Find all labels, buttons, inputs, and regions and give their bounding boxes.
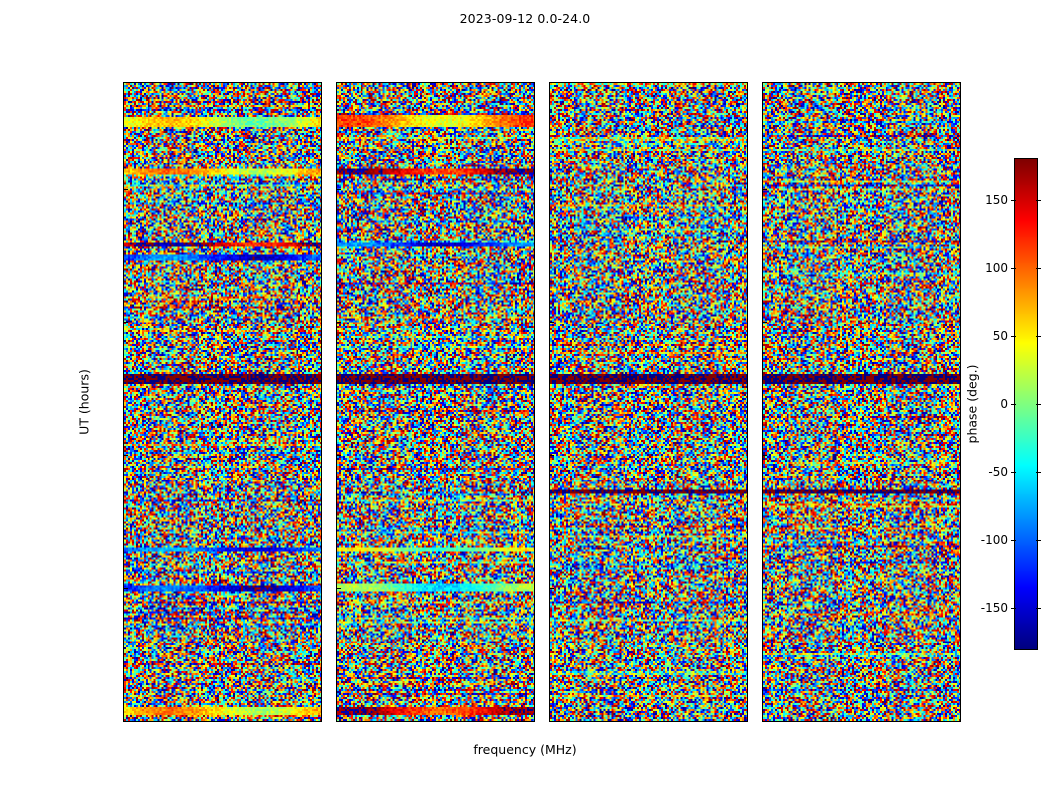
x-axis-label: frequency (MHz) xyxy=(473,742,577,757)
colorbar-tick-mark xyxy=(1011,335,1016,337)
colorbar-tick-label: 50 xyxy=(992,328,1008,343)
colorbar-tick-mark xyxy=(1036,472,1041,474)
y-axis-label: UT (hours) xyxy=(76,369,92,435)
y-tick-mark-inner xyxy=(337,322,341,324)
y-tick-mark xyxy=(336,721,337,722)
panel-yy[interactable]: YY, V0*V5=EA01*EA19 05101520320335350365… xyxy=(336,82,535,722)
colorbar-tick-mark xyxy=(1036,267,1041,269)
x-tick-mark xyxy=(223,721,224,722)
colorbar-tick-mark xyxy=(1011,199,1016,201)
heatmap-image-xx xyxy=(124,83,321,721)
x-tick-mark xyxy=(649,721,650,722)
x-tick-mark xyxy=(948,721,949,722)
colorbar-tick-mark xyxy=(1011,540,1016,542)
colorbar-tick-label: -100 xyxy=(980,533,1008,548)
y-tick-mark-inner xyxy=(763,322,767,324)
colorbar-label: phase (deg.) xyxy=(964,364,980,444)
colorbar-tick-label: 0 xyxy=(1000,397,1008,411)
y-tick-mark xyxy=(123,721,124,722)
colorbar[interactable]: 150 100 50 0 -50 -100 -150 xyxy=(981,158,1041,650)
y-tick-mark-inner xyxy=(550,455,554,457)
y-tick-mark xyxy=(549,721,550,722)
heatmap-image-xy xyxy=(550,83,747,721)
x-tick-mark xyxy=(735,721,736,722)
x-tick-mark xyxy=(775,721,776,722)
y-tick-mark-inner xyxy=(763,588,767,590)
y-tick-mark xyxy=(762,721,763,722)
colorbar-tick-label: -150 xyxy=(980,601,1008,616)
x-tick-mark xyxy=(562,721,563,722)
x-tick-mark xyxy=(309,721,310,722)
panel-yx[interactable]: YX, V0*V5=EA01*EA19 05101520320335350365… xyxy=(762,82,961,722)
y-tick-mark-inner xyxy=(763,721,767,722)
x-tick-mark xyxy=(136,721,137,722)
x-tick-mark xyxy=(605,721,606,722)
panel-xx[interactable]: XX, V0*V5=EA01*EA19 05101520320335350365… xyxy=(123,82,322,722)
figure-suptitle: 2023-09-12 0.0-24.0 xyxy=(459,11,591,26)
heatmap-image-yx xyxy=(763,83,960,721)
y-tick-mark-inner xyxy=(763,189,767,191)
y-tick-mark-inner xyxy=(124,322,128,324)
y-tick-mark-inner xyxy=(550,322,554,324)
colorbar-tick-mark xyxy=(1011,608,1016,610)
y-tick-mark-inner xyxy=(550,189,554,191)
y-tick-mark-inner xyxy=(337,189,341,191)
x-tick-mark xyxy=(349,721,350,722)
x-tick-mark xyxy=(522,721,523,722)
y-tick-mark-inner xyxy=(550,721,554,722)
y-tick-mark-inner xyxy=(337,721,341,722)
colorbar-tick-mark xyxy=(1036,608,1041,610)
y-tick-mark-inner xyxy=(337,455,341,457)
y-tick-mark-inner xyxy=(550,588,554,590)
heatmap-image-yy xyxy=(337,83,534,721)
y-tick-mark-inner xyxy=(124,588,128,590)
x-tick-mark xyxy=(266,721,267,722)
x-tick-mark xyxy=(818,721,819,722)
colorbar-tick-mark xyxy=(1011,472,1016,474)
y-tick-mark-inner xyxy=(763,455,767,457)
colorbar-tick-label: -50 xyxy=(988,465,1008,480)
y-tick-mark-inner xyxy=(337,588,341,590)
x-tick-mark xyxy=(392,721,393,722)
x-tick-mark xyxy=(905,721,906,722)
x-tick-mark xyxy=(479,721,480,722)
colorbar-tick-label: 100 xyxy=(985,260,1008,275)
colorbar-tick-mark xyxy=(1011,404,1016,405)
x-tick-mark xyxy=(692,721,693,722)
x-tick-mark xyxy=(862,721,863,722)
colorbar-tick-mark xyxy=(1036,335,1041,337)
y-tick-mark-inner xyxy=(124,455,128,457)
colorbar-tick-mark xyxy=(1011,267,1016,269)
colorbar-tick-label: 150 xyxy=(985,192,1008,207)
colorbar-tick-mark xyxy=(1036,404,1041,405)
colorbar-gradient xyxy=(1015,159,1037,649)
x-tick-mark xyxy=(436,721,437,722)
y-tick-mark-inner xyxy=(124,721,128,722)
panel-xy[interactable]: XY, V0*V5=EA01*EA19 05101520320335350365… xyxy=(549,82,748,722)
y-tick-mark-inner xyxy=(124,189,128,191)
colorbar-tick-mark xyxy=(1036,540,1041,542)
colorbar-tick-mark xyxy=(1036,199,1041,201)
x-tick-mark xyxy=(179,721,180,722)
